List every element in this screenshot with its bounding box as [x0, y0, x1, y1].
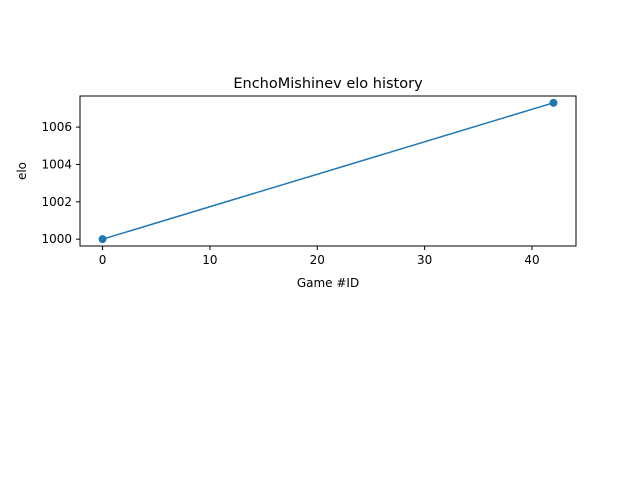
elo-series-line [102, 102, 554, 240]
data-point [98, 235, 107, 244]
y-axis-ticks: 1000 1002 1004 1006 [41, 120, 80, 246]
data-point [549, 98, 558, 107]
y-tick-label: 1002 [41, 195, 72, 209]
x-tick-label: 20 [310, 253, 325, 267]
x-axis-label: Game #ID [297, 276, 359, 290]
x-tick-label: 30 [417, 253, 432, 267]
x-tick-label: 40 [524, 253, 539, 267]
y-axis-label: elo [15, 162, 29, 180]
y-tick-label: 1004 [41, 157, 72, 171]
x-tick-label: 10 [202, 253, 217, 267]
x-axis-ticks: 0 10 20 30 40 [99, 246, 540, 267]
y-tick-label: 1006 [41, 120, 72, 134]
chart-title: EnchoMishinev elo history [233, 76, 423, 92]
elo-series-points [98, 98, 558, 244]
x-tick-label: 0 [99, 253, 107, 267]
y-tick-label: 1000 [41, 232, 72, 246]
plot-area-frame [79, 95, 577, 247]
